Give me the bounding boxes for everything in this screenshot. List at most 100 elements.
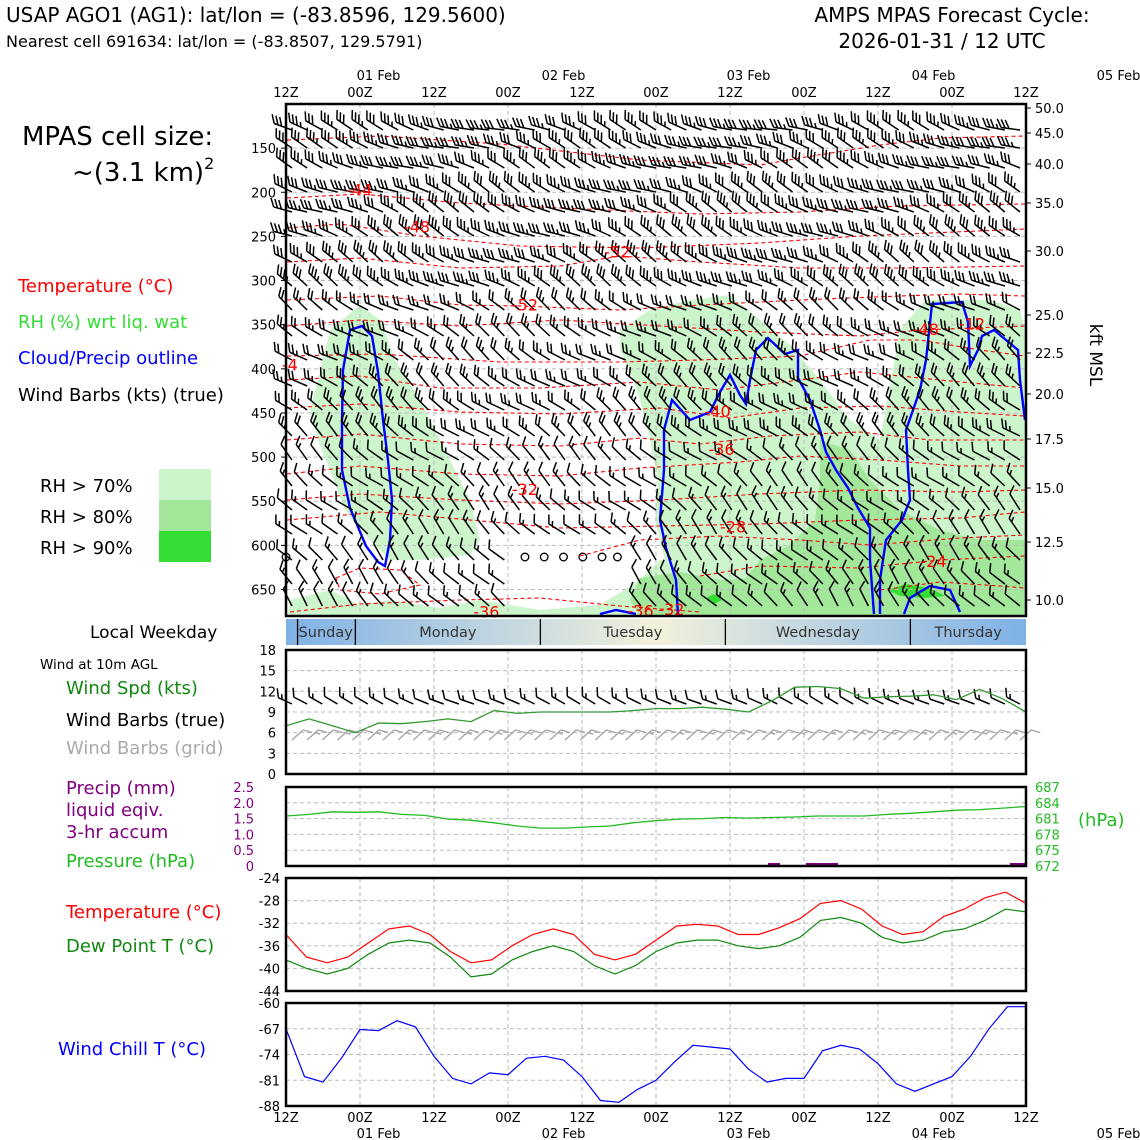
barb-half-flag xyxy=(298,297,302,303)
grid-wind-barb xyxy=(503,729,525,741)
barb-flag xyxy=(654,689,658,699)
barb-flag xyxy=(779,150,782,160)
barb-flag xyxy=(318,218,321,229)
barb-flag xyxy=(956,317,959,328)
cs-wind-barb xyxy=(435,136,459,149)
cs-wind-barb xyxy=(617,179,641,193)
barb-flag xyxy=(488,539,491,549)
barb-staff xyxy=(865,352,884,361)
barb-flag xyxy=(439,137,445,147)
barb-flag xyxy=(321,152,325,162)
barb-half-flag xyxy=(329,159,332,166)
barb-flag xyxy=(390,156,396,166)
barb-flag xyxy=(670,320,674,331)
cs-wind-barb xyxy=(442,314,460,337)
barb-staff xyxy=(295,567,308,585)
barb-flag xyxy=(794,249,798,259)
barb-flag xyxy=(694,154,699,164)
cs-wind-barb xyxy=(988,215,1006,237)
barb-staff xyxy=(837,324,854,337)
barb-staff xyxy=(503,179,520,193)
barb-staff xyxy=(294,421,308,437)
barb-flag xyxy=(552,149,555,160)
barb-flag xyxy=(959,137,965,147)
barb-half-flag xyxy=(361,120,364,127)
barb-staff xyxy=(745,299,763,311)
barb-flag xyxy=(1010,195,1014,206)
barb-staff xyxy=(775,276,793,287)
cs-wind-barb xyxy=(521,436,536,461)
barb-staff xyxy=(761,179,778,193)
barb-flag xyxy=(790,266,793,277)
cs-wind-barb xyxy=(398,213,414,237)
barb-half-flag xyxy=(589,275,593,282)
cs-wind-barb xyxy=(967,154,990,169)
barb-flag xyxy=(926,111,929,121)
cs-wind-barb xyxy=(591,218,611,237)
barb-half-flag xyxy=(371,327,374,333)
barb-flag xyxy=(331,152,336,162)
barb-half-flag xyxy=(785,203,788,209)
temp-contour-4 xyxy=(286,255,1026,269)
barb-flag xyxy=(817,113,821,124)
barb-flag xyxy=(764,173,768,183)
cs-wind-barb xyxy=(708,136,732,149)
cs-wind-barb xyxy=(899,239,915,263)
cs-wind-barb xyxy=(625,264,642,287)
barb-flag xyxy=(435,136,441,146)
barb-flag xyxy=(612,292,614,303)
barb-flag xyxy=(535,131,538,141)
barb-flag xyxy=(819,244,822,254)
barb-flag xyxy=(630,114,633,124)
barb-flag xyxy=(1001,291,1004,302)
weekday-name: Sunday xyxy=(299,625,354,641)
barb-flag xyxy=(600,132,603,142)
barb-staff xyxy=(760,201,778,213)
barb-staff xyxy=(532,377,551,387)
barb-half-flag xyxy=(527,277,530,283)
barb-flag xyxy=(337,180,343,191)
barb-staff xyxy=(927,202,945,213)
barb-flag xyxy=(839,223,844,234)
barb-staff xyxy=(687,698,702,705)
barb-half-flag xyxy=(707,141,711,148)
temp-contour-5 xyxy=(286,293,1026,311)
barb-flag xyxy=(782,152,785,162)
barb-flag xyxy=(392,294,397,305)
top-tick-label: 12Z xyxy=(717,86,743,101)
barb-flag xyxy=(755,133,760,143)
barb-half-flag xyxy=(634,252,638,258)
cs-wind-barb xyxy=(805,128,824,149)
barb-flag xyxy=(518,196,522,207)
barb-flag xyxy=(297,152,299,163)
barb-flag xyxy=(926,134,931,144)
cell-size-label: MPAS cell size: xyxy=(22,122,213,152)
cs-wind-barb xyxy=(928,240,945,263)
barb-flag xyxy=(502,133,507,143)
barb-flag xyxy=(701,190,704,201)
barb-flag xyxy=(299,198,305,209)
barb-flag xyxy=(764,222,768,233)
barb-flag xyxy=(912,265,915,276)
barb-half-flag xyxy=(614,326,617,333)
barb-flag xyxy=(802,245,806,256)
barb-flag xyxy=(988,172,990,182)
barb-half-flag xyxy=(828,323,832,330)
barb-flag xyxy=(900,198,905,209)
barb-flag xyxy=(766,315,771,326)
barb-flag xyxy=(493,485,499,495)
cs-wind-barb xyxy=(515,194,535,213)
barb-flag xyxy=(791,147,794,157)
barb-staff xyxy=(631,566,642,585)
barb-staff xyxy=(867,136,884,149)
cs-wind-barb xyxy=(475,313,490,337)
barb-flag xyxy=(579,127,582,138)
barb-flag xyxy=(475,313,479,323)
cs-wind-barb xyxy=(518,171,536,193)
barb-flag xyxy=(1005,313,1009,324)
barb-flag xyxy=(504,269,507,280)
barb-flag xyxy=(774,248,779,259)
barb-flag xyxy=(809,267,813,278)
barb-flag xyxy=(667,156,673,166)
barb-flag xyxy=(866,128,869,138)
